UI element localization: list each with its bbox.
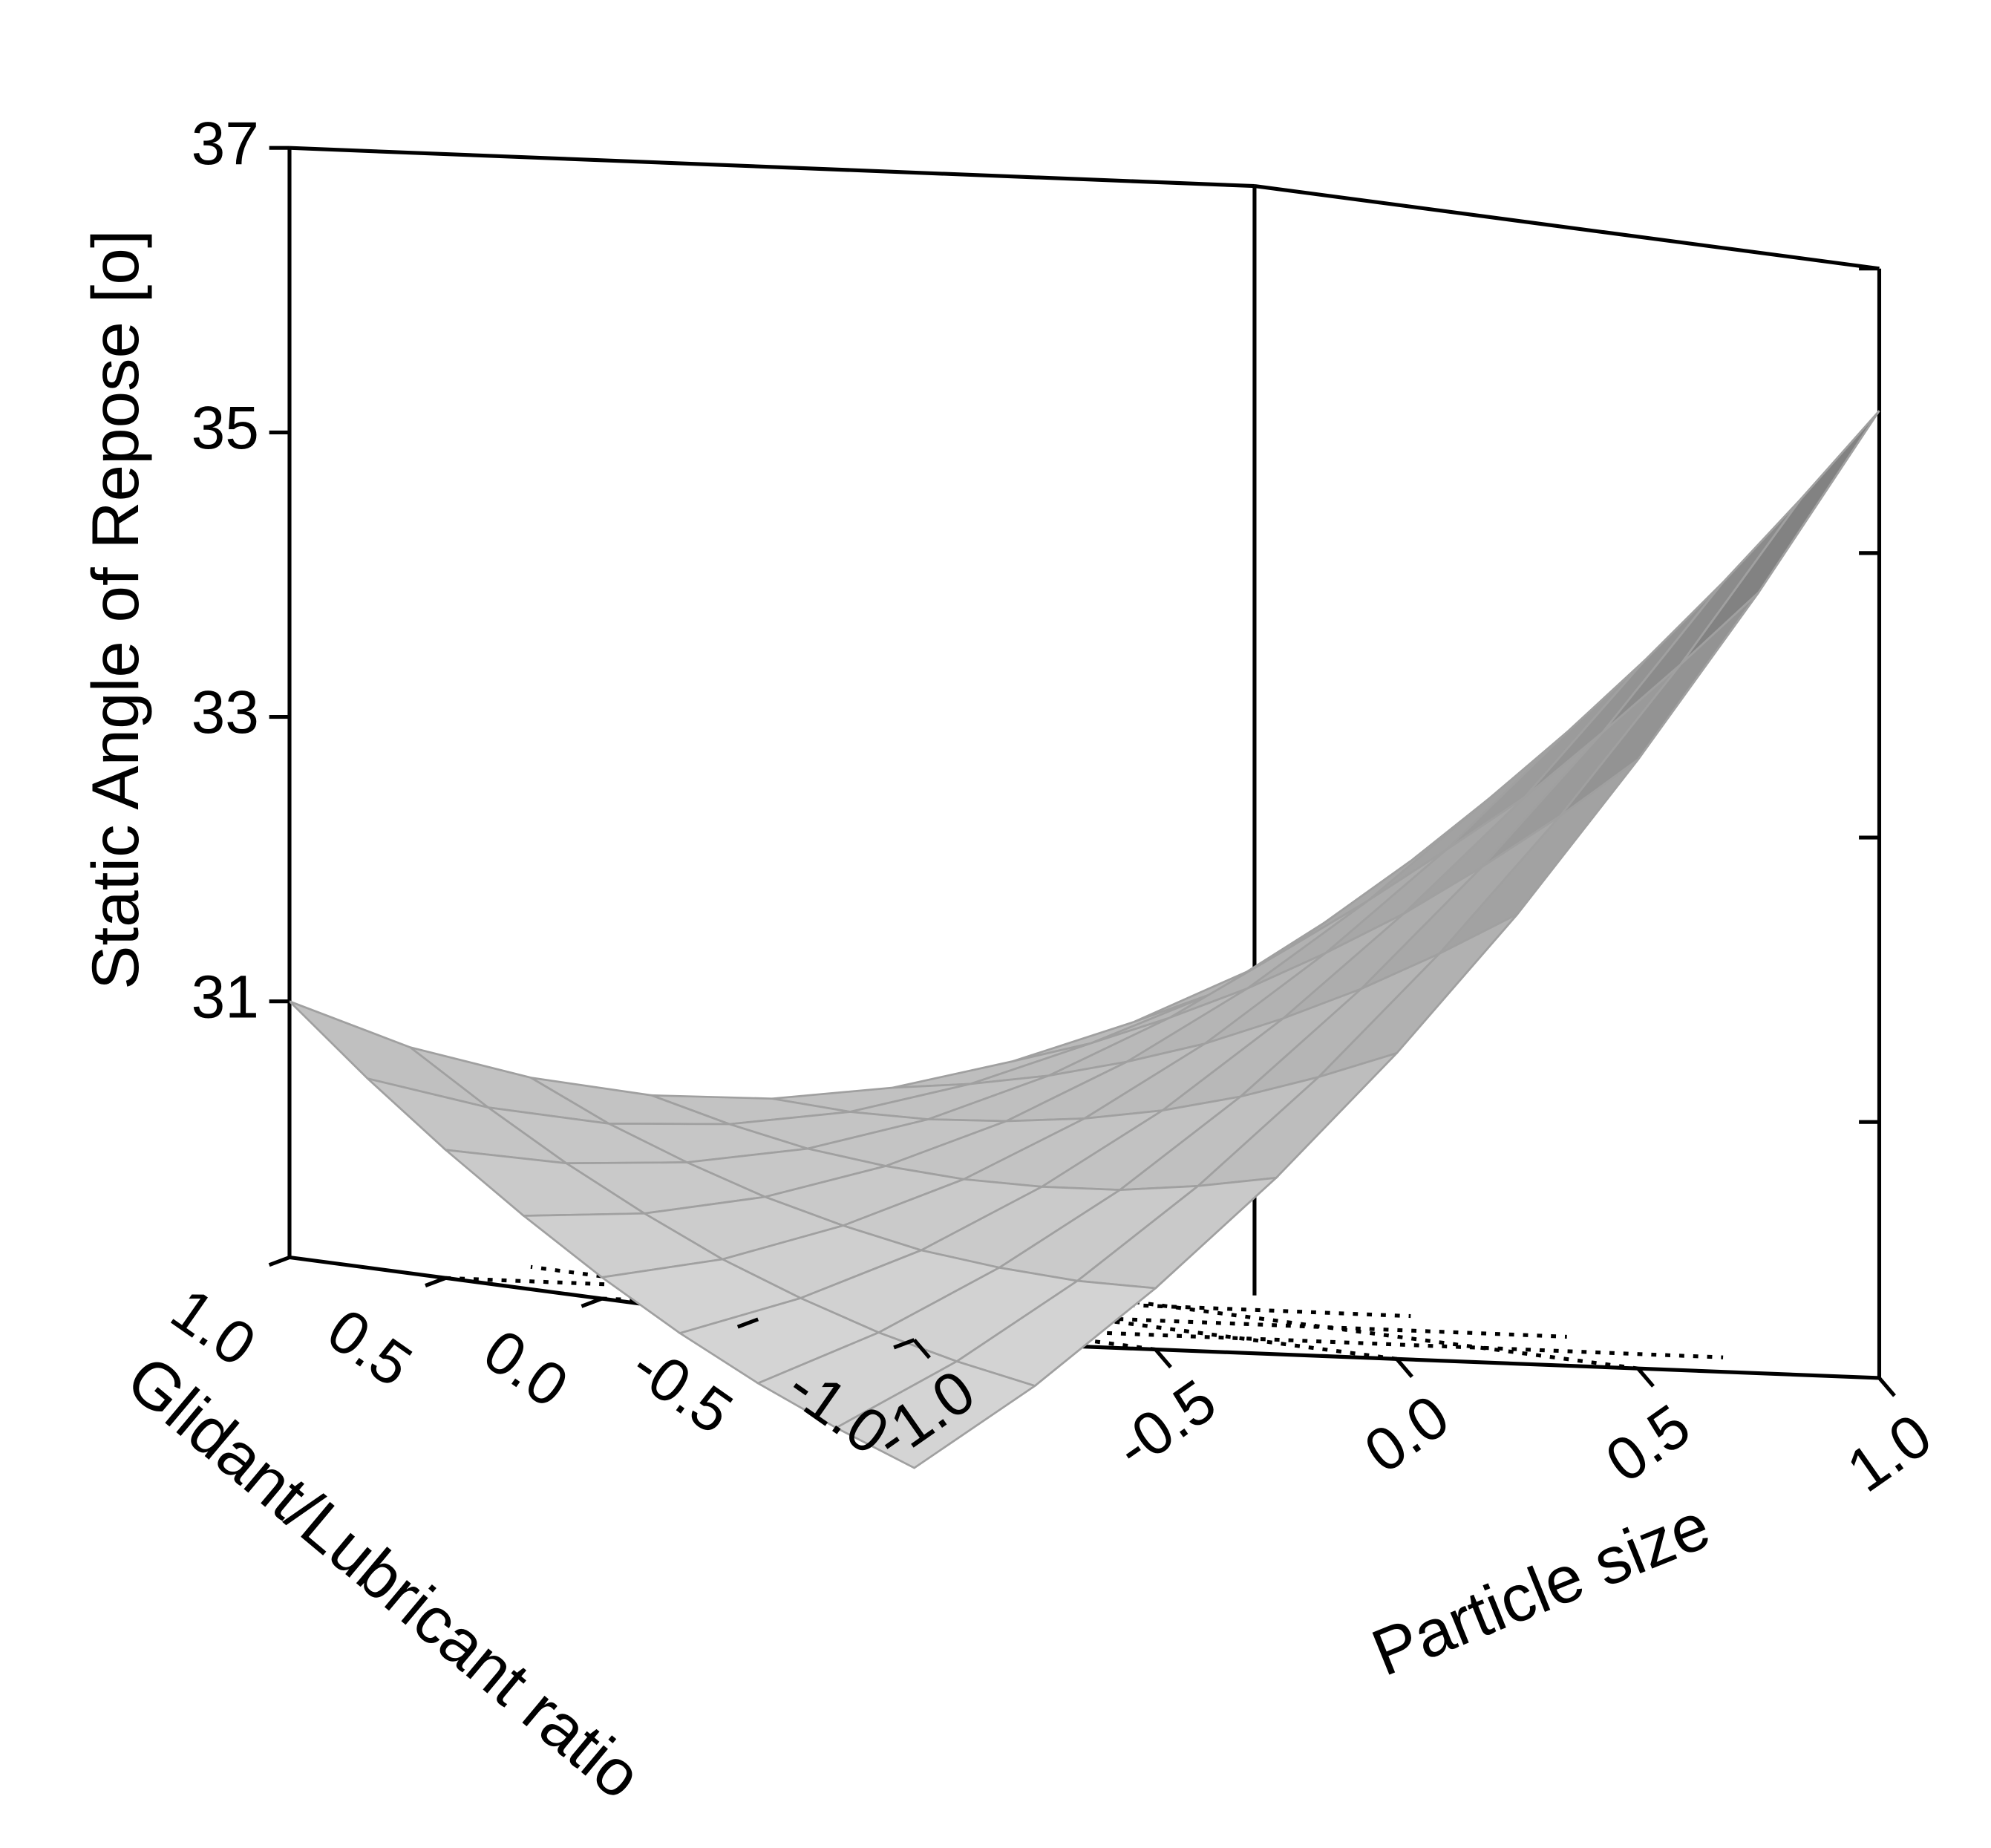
x-tick-label: -0.5 (1103, 1367, 1228, 1483)
z-tick-label: 37 (192, 110, 259, 177)
y-tick (736, 1317, 759, 1329)
x-axis-label: Particle size (1361, 1488, 1719, 1690)
x-tick (1154, 1348, 1172, 1369)
x-tick (912, 1339, 932, 1359)
y-axis-label: Glidant/Lubricant ratio (114, 1341, 656, 1813)
z-tick-label: 31 (192, 963, 259, 1031)
surface-cell (834, 1360, 1038, 1469)
x-tick-label: 0.0 (1353, 1382, 1461, 1486)
surface-cell (1481, 664, 1681, 869)
x-tick (1395, 1357, 1413, 1378)
axis-edge (289, 146, 1255, 189)
surface-cell (1601, 497, 1802, 734)
y-tick (581, 1296, 603, 1308)
z-tick-label: 33 (192, 679, 259, 746)
y-tick-label: 0.0 (471, 1317, 580, 1421)
x-tick (1636, 1367, 1655, 1388)
surface-cell (1559, 591, 1760, 817)
z-tick-label: 35 (192, 394, 259, 462)
surface-cell (1679, 410, 1880, 666)
surface (289, 410, 1880, 1469)
y-tick-label: 0.5 (316, 1296, 424, 1400)
y-tick (268, 1256, 290, 1267)
z-axis-label: Static Angle of Repose [o] (78, 229, 152, 989)
y-tick (425, 1276, 447, 1287)
x-tick-label: 1.0 (1835, 1401, 1943, 1505)
y-tick (893, 1338, 915, 1350)
x-tick (1877, 1377, 1896, 1397)
x-tick-label: 0.5 (1594, 1391, 1702, 1495)
axis-edge (1254, 184, 1880, 271)
